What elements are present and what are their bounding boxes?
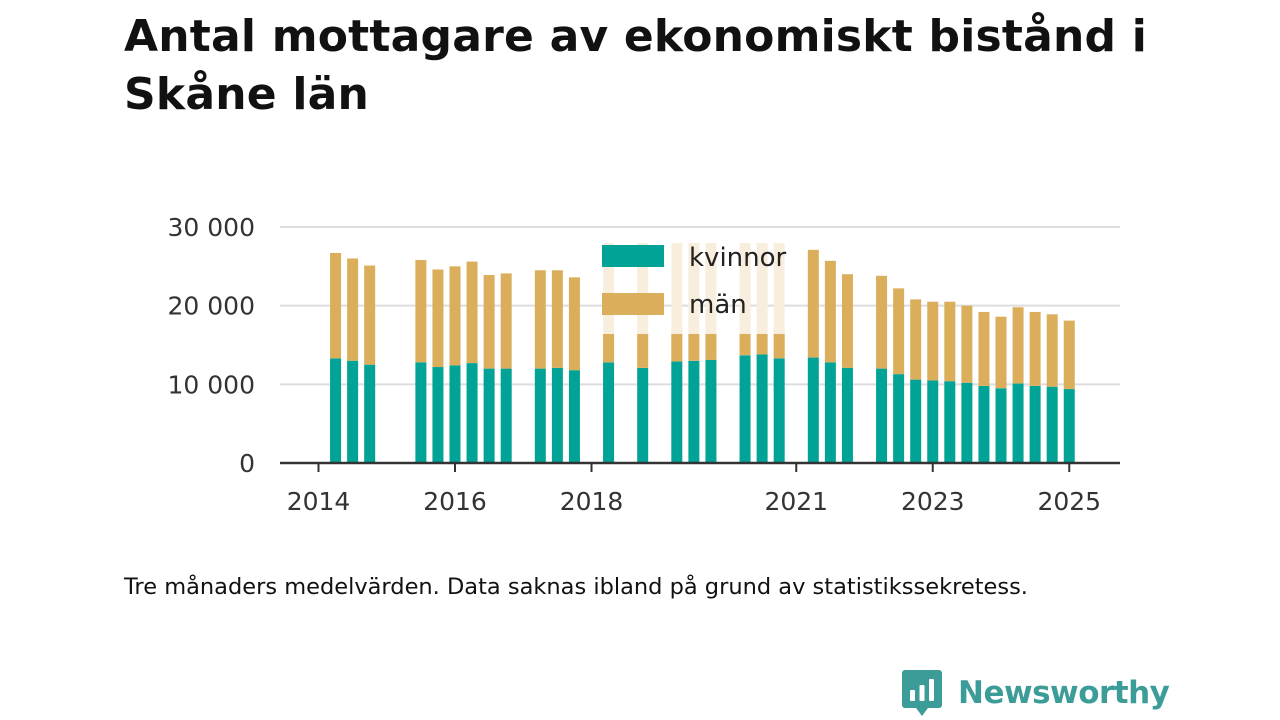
bar-man (807, 249, 819, 358)
x-tick-label: 2025 (1037, 487, 1101, 516)
bar-man (927, 301, 939, 381)
bar-kvinnor (944, 381, 956, 463)
bar-kvinnor (1029, 385, 1041, 463)
bar-man (483, 274, 495, 369)
bar-kvinnor (415, 362, 427, 463)
bar-kvinnor (449, 365, 461, 463)
bar-man-partial (756, 333, 768, 355)
bar-kvinnor (483, 368, 495, 463)
brand-name: Newsworthy (958, 675, 1170, 711)
bar-man (1046, 314, 1058, 387)
brand-logo: Newsworthy (902, 670, 1170, 716)
x-tick-label: 2021 (764, 487, 828, 516)
bar-man-partial (637, 333, 649, 368)
chart: 0 10 000 20 000 30 000 2014 2016 2018 2021 2023 2… (168, 213, 1120, 516)
bar-man (432, 269, 444, 368)
bar-kvinnor (705, 359, 717, 463)
bar-kvinnor (807, 357, 819, 463)
bar-kvinnor (671, 361, 683, 463)
bar-kvinnor (347, 360, 359, 463)
bar-man-partial (688, 333, 700, 361)
bar-kvinnor (603, 362, 615, 463)
bar-man-partial (739, 333, 751, 356)
bar-man (1012, 307, 1024, 384)
bar-man (876, 275, 888, 369)
bars (330, 243, 1075, 463)
y-tick-label: 30 000 (168, 213, 255, 242)
bar-kvinnor (364, 364, 376, 463)
bar-man (466, 261, 478, 364)
y-tick-label: 10 000 (168, 370, 255, 399)
bar-man (551, 270, 563, 368)
bar-man-partial (705, 333, 717, 360)
bar-kvinnor (637, 367, 649, 463)
bar-man (364, 265, 376, 365)
chart-caption: Tre månaders medelvärden. Data saknas ib… (124, 574, 1028, 600)
bar-man (961, 305, 973, 383)
legend-label-kvinnor: kvinnor (689, 243, 787, 273)
bar-kvinnor (824, 362, 836, 463)
bar-kvinnor (876, 368, 888, 463)
bar-kvinnor (568, 370, 580, 463)
bar-man (944, 301, 956, 382)
newsworthy-logo-icon (902, 670, 942, 716)
bar-man (1029, 311, 1041, 386)
bar-kvinnor (534, 368, 546, 463)
bar-kvinnor (893, 374, 905, 463)
bar-kvinnor (551, 367, 563, 463)
x-tick-label: 2016 (423, 487, 487, 516)
bar-kvinnor (432, 367, 444, 463)
x-tick-label: 2018 (560, 487, 624, 516)
bar-kvinnor (1012, 383, 1024, 463)
bar-kvinnor (756, 354, 768, 463)
bar-man (449, 266, 461, 366)
legend-swatch-man (602, 293, 664, 315)
bar-man (534, 270, 546, 369)
x-tick-label: 2023 (901, 487, 965, 516)
bar-kvinnor (500, 368, 512, 463)
bar-man (415, 260, 427, 363)
bar-kvinnor (910, 379, 922, 463)
bar-kvinnor (773, 358, 785, 463)
chart-title: Antal mottagare av ekonomiskt bistånd i … (124, 11, 1148, 120)
axes: 0 10 000 20 000 30 000 2014 2016 2018 2021 2023 2… (168, 213, 1120, 516)
bar-kvinnor (927, 380, 939, 463)
bar-man-partial (773, 333, 785, 359)
bar-kvinnor (995, 388, 1007, 463)
y-tick-label: 0 (239, 449, 255, 478)
bar-man-partial (671, 333, 683, 362)
bar-kvinnor (978, 385, 990, 463)
legend-swatch-kvinnor (602, 245, 664, 267)
bar-man (568, 277, 580, 371)
bar-man (910, 299, 922, 380)
bar-man (978, 311, 990, 386)
bar-man (841, 274, 853, 368)
bar-kvinnor (466, 363, 478, 463)
bar-kvinnor (739, 355, 751, 463)
bar-kvinnor (841, 367, 853, 463)
x-tick-label: 2014 (287, 487, 351, 516)
bar-man (995, 316, 1007, 389)
bar-man-missing (773, 243, 785, 359)
bar-kvinnor (1063, 389, 1075, 463)
legend-label-man: män (689, 290, 747, 320)
bar-man-missing (739, 243, 751, 356)
bar-kvinnor (1046, 386, 1058, 463)
bar-man (330, 252, 342, 359)
bar-man-missing (705, 243, 717, 360)
bar-man-missing (756, 243, 768, 355)
bar-man (824, 260, 836, 363)
bar-man (500, 273, 512, 369)
bar-kvinnor (961, 382, 973, 463)
bar-man (347, 258, 359, 361)
bar-kvinnor (688, 360, 700, 463)
bar-man-missing (688, 243, 700, 361)
bar-man-partial (603, 333, 615, 363)
bar-man (1063, 320, 1075, 390)
bar-man (893, 288, 905, 375)
bar-kvinnor (330, 358, 342, 463)
y-tick-label: 20 000 (168, 292, 255, 321)
bar-man-missing (671, 243, 683, 362)
legend: kvinnor män (602, 243, 787, 320)
